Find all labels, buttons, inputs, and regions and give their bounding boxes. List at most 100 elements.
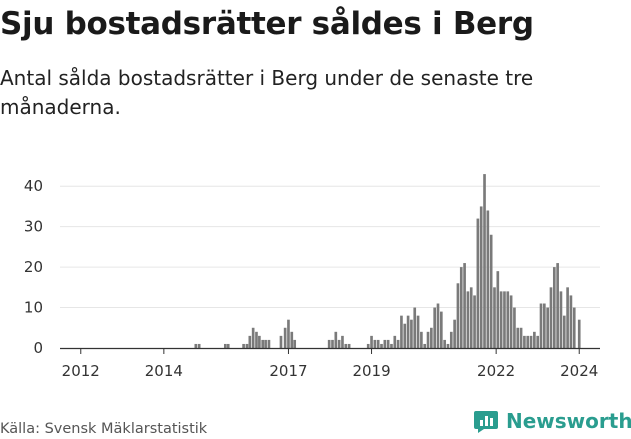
bar [242,343,245,348]
chart-title: Sju bostadsrätter såldes i Berg [0,6,534,42]
bar [406,315,410,348]
source-note: Källa: Svensk Mäklarstatistik [0,421,208,437]
chart-subtitle: Antal sålda bostadsrätter i Berg under d… [0,66,534,119]
bar [403,323,407,348]
bar [344,343,348,348]
bar [493,287,496,348]
bar [466,291,470,348]
bar [341,335,344,348]
bar [453,319,456,348]
newsworthy-logo[interactable]: Newsworthy [474,408,631,434]
bar [473,295,476,348]
bar [456,283,460,348]
bar [489,234,493,348]
bar [279,335,283,348]
bar [519,327,523,348]
bar [566,287,569,348]
bar [370,335,373,348]
bar [499,291,503,348]
bar [380,343,383,348]
bar [549,287,553,348]
bar [529,335,533,348]
bar [539,303,543,348]
bar [439,311,443,348]
x-tick-label: 2024 [560,362,598,380]
bar [393,335,397,348]
bar [449,331,453,348]
bar [430,327,433,348]
bar [290,331,294,348]
bar [366,343,370,348]
bar [223,343,227,348]
bar [347,343,351,348]
bar [459,267,463,348]
x-tick-label: 2019 [352,362,390,380]
bar [446,343,450,348]
bar [572,307,576,348]
bar [251,327,255,348]
bar [513,307,516,348]
bar [258,335,261,348]
bar [463,263,466,348]
bar [293,339,297,348]
x-tick-label: 2017 [269,362,307,380]
bar [261,339,265,348]
bar [559,291,563,348]
bar [334,331,338,348]
bar [569,295,573,348]
bar [373,339,377,348]
bar [267,339,271,348]
bar [423,343,427,348]
bar [416,315,420,348]
bar [526,335,530,348]
bar [506,291,510,348]
bar [469,287,473,348]
bar [331,339,334,348]
newsworthy-chart-icon [474,411,498,433]
x-tick-label: 2012 [62,362,100,380]
bar [503,291,506,348]
bar [433,307,437,348]
bar [327,339,331,348]
bar [390,343,393,348]
bar [443,339,446,348]
bar [556,263,559,348]
bar [287,319,290,348]
bar [536,335,540,348]
bar [436,303,440,348]
bar [255,331,258,348]
bar [264,339,267,348]
y-tick-label: 20 [24,258,43,276]
bar [509,295,513,348]
bar [283,327,287,348]
bar [523,335,526,348]
bar [245,343,249,348]
bar [486,210,490,348]
y-tick-label: 30 [24,218,43,236]
bar [197,343,201,348]
bar [337,339,341,348]
bar [496,271,500,348]
bar [552,267,556,348]
x-tick-label: 2014 [145,362,183,380]
bar [533,331,536,348]
bar [562,315,566,348]
bar [410,319,413,348]
bar [400,315,403,348]
y-tick-label: 10 [24,299,43,317]
bar [248,335,252,348]
bar [479,206,483,348]
bar [426,331,430,348]
y-tick-label: 0 [33,339,43,357]
bar [194,343,198,348]
bar [516,327,520,348]
bar [383,339,387,348]
bar [546,307,549,348]
bar [386,339,390,348]
bar [476,218,480,348]
bar [420,331,423,348]
bar [396,339,400,348]
bar [376,339,380,348]
y-tick-label: 40 [24,177,43,195]
bar [577,319,581,348]
